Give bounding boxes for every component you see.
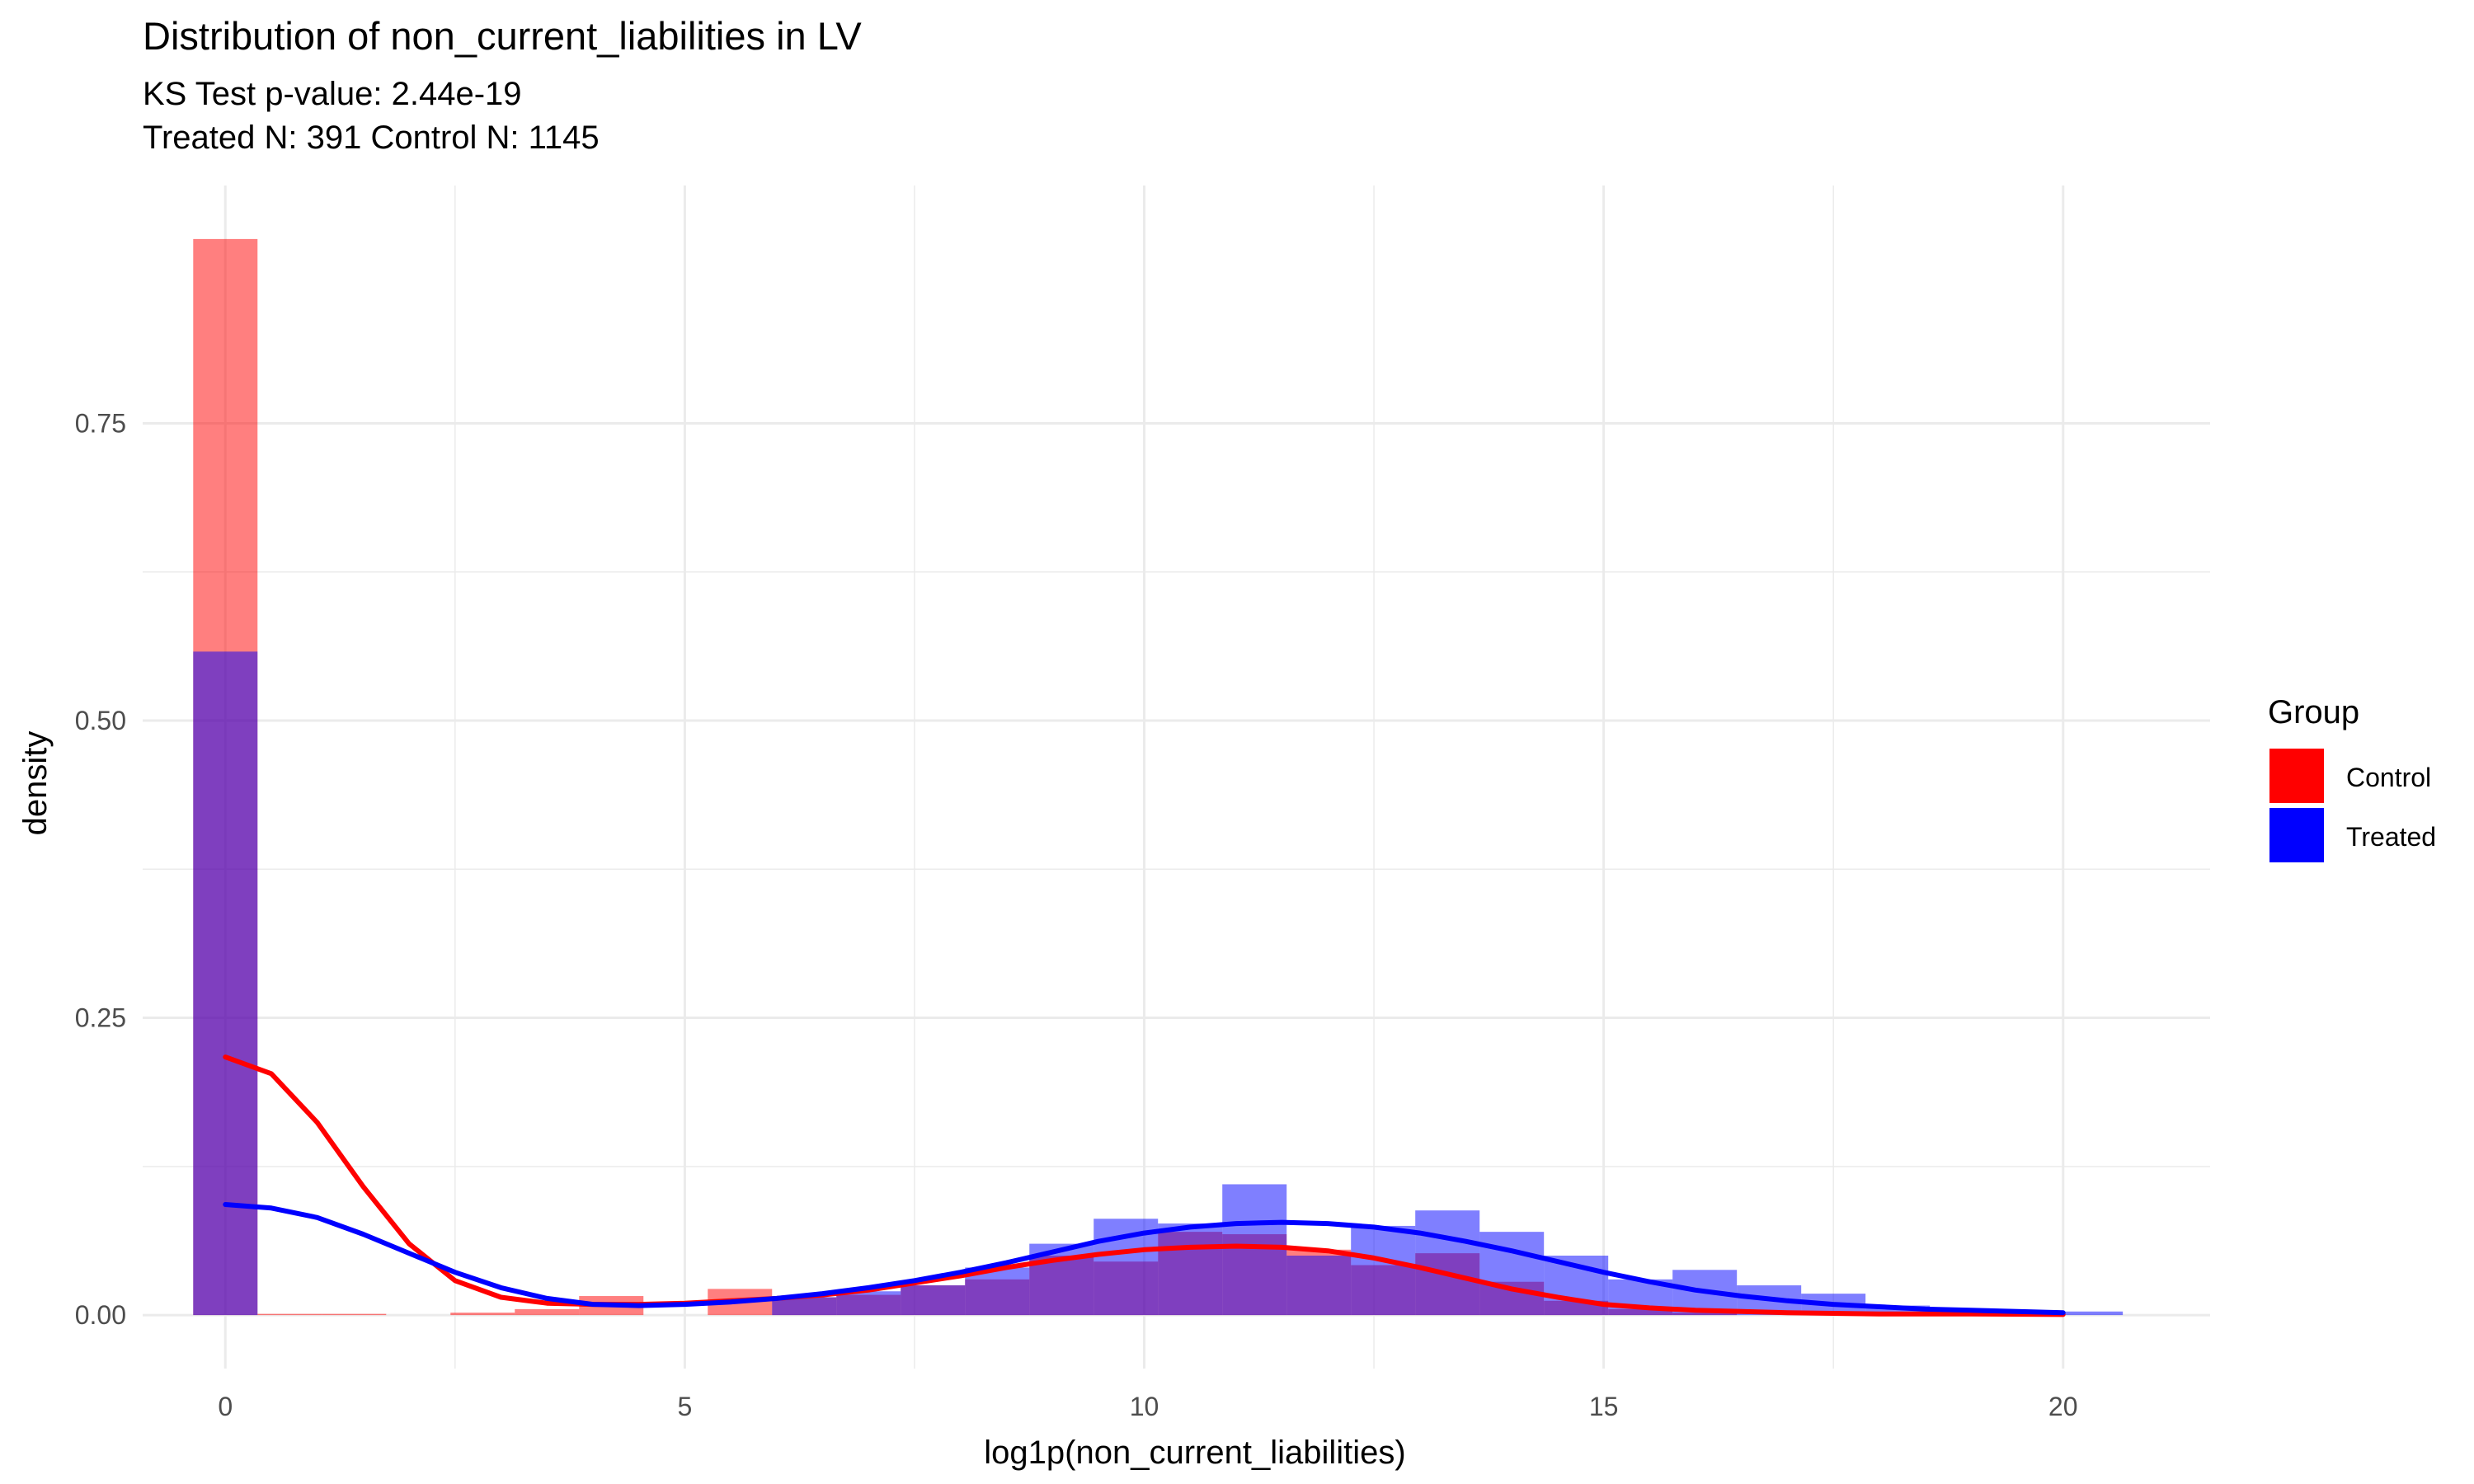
histogram-bar-treated (1286, 1255, 1352, 1316)
histogram-bar-control (257, 1313, 322, 1316)
legend: Group Control Treated (2268, 694, 2436, 862)
chart-subtitle-line-2: Treated N: 391 Control N: 1145 (143, 120, 600, 156)
histogram-bar-control (450, 1313, 515, 1316)
y-axis-label: density (17, 731, 54, 836)
histogram-bar-treated (1865, 1305, 1931, 1316)
legend-label-control: Control (2346, 763, 2431, 792)
histogram-bars (193, 238, 2124, 1316)
grid (143, 186, 2210, 1369)
histogram-bar-treated (1222, 1184, 1287, 1316)
histogram-bar-treated (2058, 1311, 2124, 1316)
x-axis-label: log1p(non_current_liabilities) (984, 1435, 1405, 1471)
density-curve-control (223, 1054, 2066, 1317)
legend-title: Group (2268, 694, 2359, 730)
histogram-bar-treated (1351, 1225, 1416, 1316)
x-tick-label: 15 (1589, 1392, 1619, 1421)
histogram-bar-control (322, 1313, 387, 1316)
x-tick-label: 0 (218, 1392, 233, 1421)
legend-label-treated: Treated (2346, 822, 2436, 852)
histogram-bar-control (515, 1308, 580, 1316)
chart-subtitle-line-1: KS Test p-value: 2.44e-19 (143, 76, 522, 112)
legend-key-treated (2269, 808, 2324, 862)
y-tick-label: 0.25 (75, 1003, 126, 1033)
y-tick-label: 0.50 (75, 706, 126, 735)
y-tick-label: 0.00 (75, 1300, 126, 1330)
axis-ticks: 0 5 10 15 20 0.00 0.25 0.50 0.75 (75, 408, 2078, 1421)
histogram-bar-treated (772, 1297, 837, 1316)
histogram-bar-treated (1158, 1223, 1223, 1316)
histogram-bar-treated (901, 1285, 966, 1316)
density-curves (223, 1054, 2066, 1317)
density-curve-treated (223, 1202, 2066, 1316)
histogram-bar-treated (836, 1291, 901, 1316)
legend-key-control (2269, 749, 2324, 803)
x-tick-label: 10 (1130, 1392, 1159, 1421)
y-tick-label: 0.75 (75, 408, 126, 438)
histogram-bar-treated (193, 651, 258, 1316)
x-tick-label: 5 (677, 1392, 692, 1421)
x-tick-label: 20 (2048, 1392, 2078, 1421)
chart-title: Distribution of non_current_liabilities … (143, 14, 862, 58)
histogram-bar-treated (1415, 1210, 1480, 1316)
